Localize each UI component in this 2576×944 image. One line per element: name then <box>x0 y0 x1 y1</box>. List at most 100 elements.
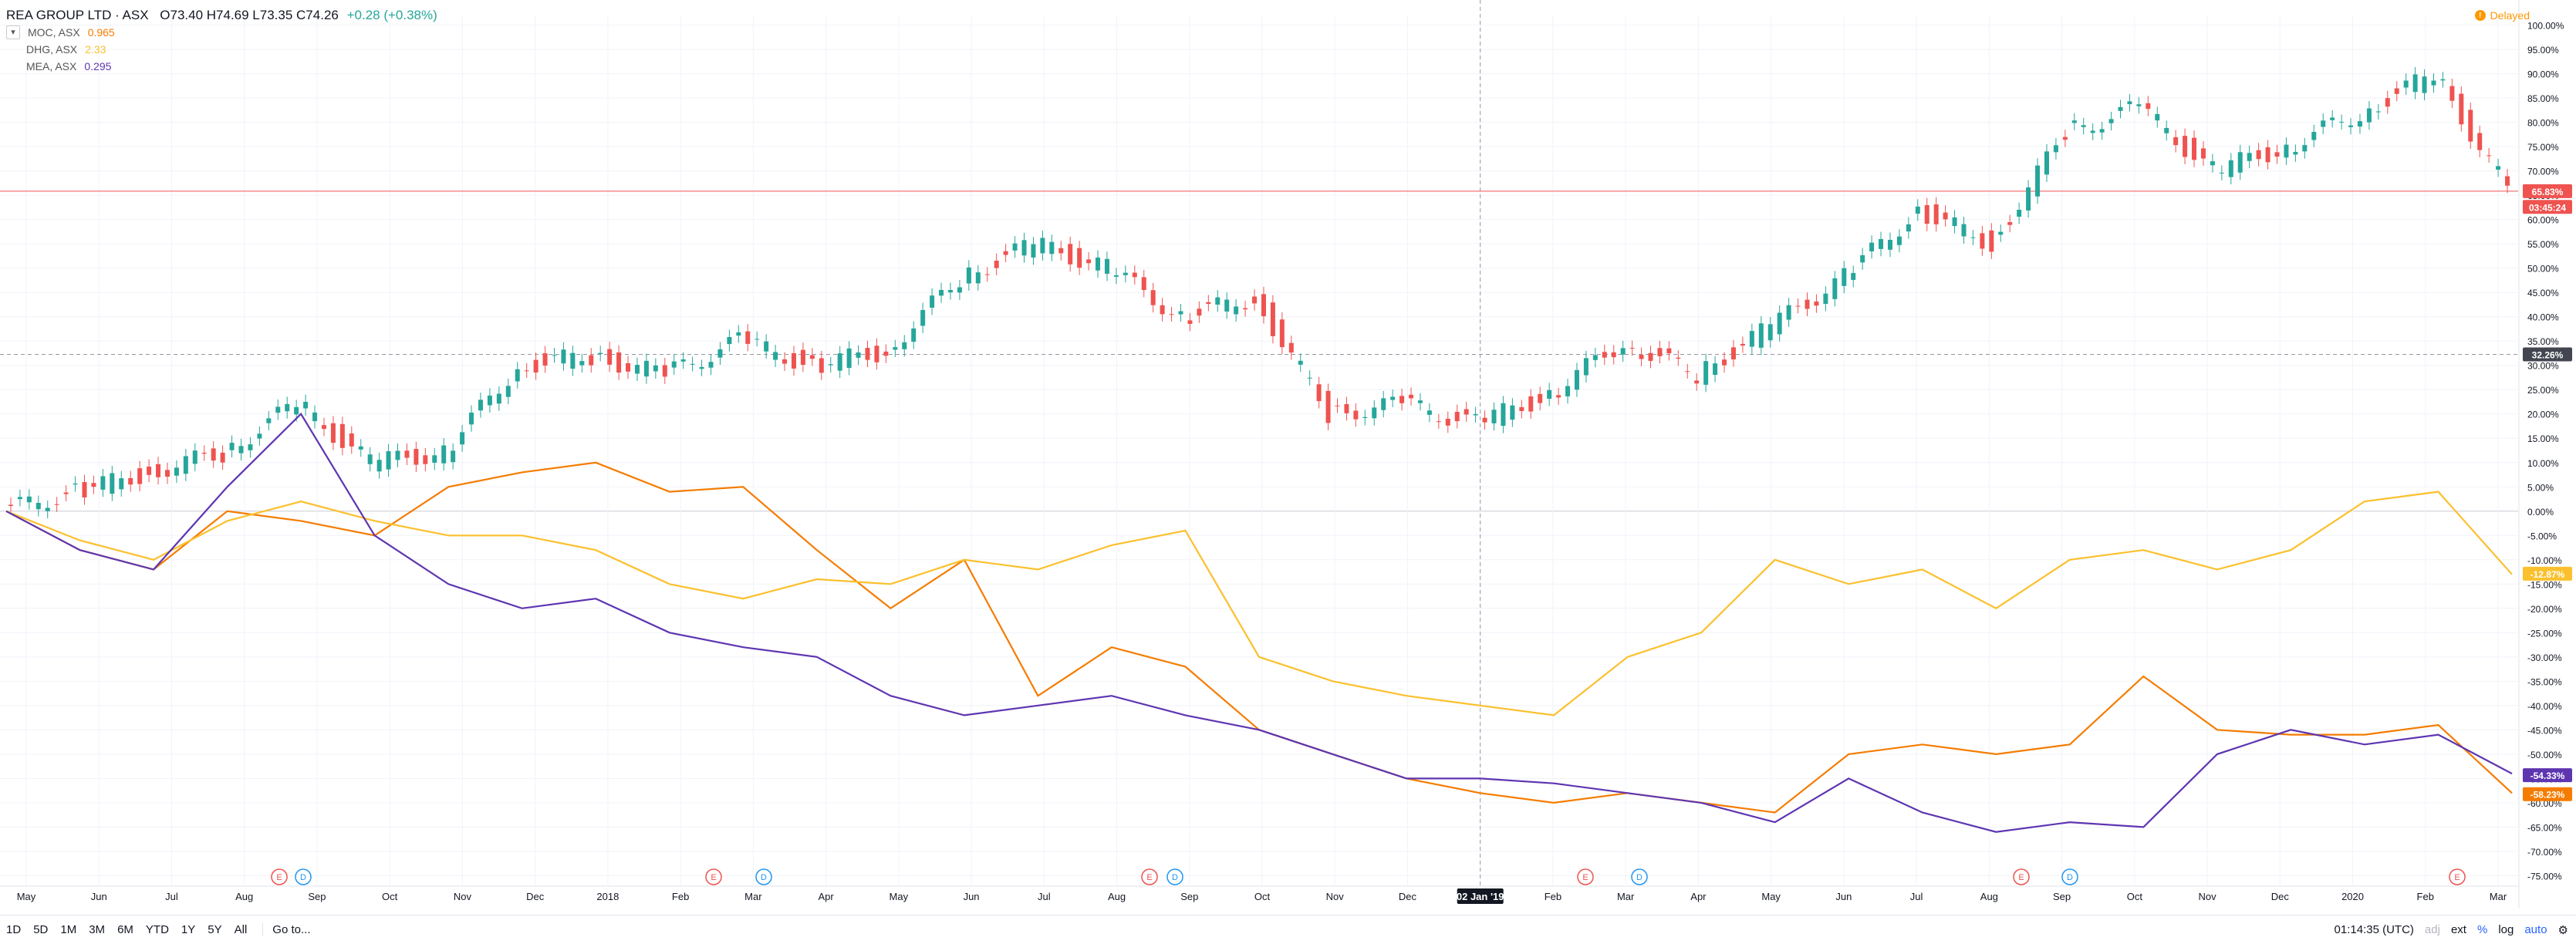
candle-body <box>1353 410 1359 420</box>
symbol-title[interactable]: REA GROUP LTD · ASX <box>6 8 149 22</box>
x-tick-label: Feb <box>2417 891 2434 902</box>
candle-body <box>2357 121 2362 127</box>
dividend-marker-icon[interactable] <box>1166 868 1183 885</box>
candle-body <box>524 370 529 372</box>
candle-body <box>809 355 815 359</box>
candle-body <box>2311 132 2317 140</box>
candle-body <box>920 310 926 326</box>
candle-body <box>1657 348 1663 356</box>
candle-body <box>837 353 842 371</box>
dividend-marker-icon[interactable] <box>1631 868 1648 885</box>
clock-time[interactable]: 01:14:35 (UTC) <box>2334 923 2414 936</box>
compare-row-moc[interactable]: ▾ MOC, ASX 0.965 <box>6 25 437 40</box>
candle-body <box>1547 389 1552 400</box>
delayed-label: Delayed <box>2490 9 2530 22</box>
candle-body <box>2053 145 2058 153</box>
candle-body <box>1629 348 1635 349</box>
main-symbol-legend: REA GROUP LTD · ASX O73.40 H74.69 L73.35… <box>6 8 437 23</box>
range-6m[interactable]: 6M <box>117 923 133 936</box>
range-5d[interactable]: 5D <box>33 923 49 936</box>
event-marker-label: E <box>2018 873 2024 882</box>
candle-body <box>1749 331 1754 347</box>
y-tick-label: -5.00% <box>2527 531 2557 541</box>
auto-toggle[interactable]: auto <box>2524 923 2547 936</box>
ext-toggle[interactable]: ext <box>2450 923 2466 936</box>
dividend-marker-icon[interactable] <box>755 868 772 885</box>
earnings-marker-icon[interactable] <box>2449 868 2466 885</box>
range-1m[interactable]: 1M <box>60 923 77 936</box>
candle-body <box>505 386 511 397</box>
candle-body <box>1933 204 1939 224</box>
candle-body <box>119 478 124 490</box>
delayed-indicator[interactable]: ! Delayed <box>2474 9 2530 22</box>
candle-body <box>846 348 852 368</box>
candle-body <box>2118 106 2123 111</box>
candle-body <box>1676 357 1681 359</box>
candle-body <box>2081 125 2086 127</box>
candle-body <box>1362 416 1368 418</box>
candle-body <box>939 289 944 296</box>
y-tick-label: 35.00% <box>2527 336 2559 347</box>
earnings-marker-icon[interactable] <box>2013 868 2030 885</box>
candle-body <box>1980 233 1985 249</box>
y-tick-label: 10.00% <box>2527 458 2559 469</box>
log-toggle[interactable]: log <box>2498 923 2514 936</box>
candle-body <box>2394 88 2399 94</box>
y-tick-label: 55.00% <box>2527 239 2559 250</box>
range-1d[interactable]: 1D <box>6 923 22 936</box>
y-tick-label: 15.00% <box>2527 433 2559 444</box>
y-tick-label: -45.00% <box>2527 725 2562 736</box>
earnings-marker-icon[interactable] <box>271 868 288 885</box>
compare-row-mea[interactable]: MEA, ASX 0.295 <box>6 59 437 74</box>
price-badge-label: -54.33% <box>2530 770 2565 781</box>
range-3m[interactable]: 3M <box>89 923 106 936</box>
candle-body <box>1215 297 1220 305</box>
range-1y[interactable]: 1Y <box>181 923 196 936</box>
event-marker-label: E <box>711 873 716 882</box>
candle-body <box>1049 241 1055 255</box>
earnings-marker-icon[interactable] <box>1141 868 1158 885</box>
candle-body <box>773 352 778 360</box>
percent-toggle[interactable]: % <box>2476 923 2488 936</box>
earnings-marker-icon[interactable] <box>705 868 722 885</box>
range-5y[interactable]: 5Y <box>208 923 222 936</box>
compare-row-dhg[interactable]: DHG, ASX 2.33 <box>6 42 437 57</box>
event-marker-label: E <box>1582 873 1588 882</box>
candle-body <box>1012 243 1018 251</box>
candle-body <box>266 418 272 423</box>
candle-body <box>515 369 520 382</box>
range-all[interactable]: All <box>234 923 248 936</box>
adj-toggle[interactable]: adj <box>2424 923 2440 936</box>
candle-body <box>2339 121 2345 123</box>
candle-body <box>2293 151 2298 155</box>
settings-gear-icon[interactable]: ⚙ <box>2557 923 2568 937</box>
candle-body <box>708 362 714 368</box>
y-tick-label: -35.00% <box>2527 676 2562 687</box>
candle-body <box>45 507 50 511</box>
candle-body <box>1096 257 1101 271</box>
compare-symbol: MEA, ASX <box>26 60 77 72</box>
chevron-down-icon[interactable]: ▾ <box>6 25 20 39</box>
candle-body <box>2403 80 2409 88</box>
candle-body <box>680 359 686 362</box>
candle-body <box>478 400 483 411</box>
candle-body <box>1113 275 1119 277</box>
candle-body <box>17 497 22 500</box>
candle-body <box>2090 130 2095 133</box>
candle-body <box>2044 151 2049 175</box>
candle-body <box>1860 255 1865 263</box>
candle-body <box>1795 305 1801 307</box>
range-ytd[interactable]: YTD <box>145 923 169 936</box>
compare-value: 2.33 <box>85 43 106 56</box>
dividend-marker-icon[interactable] <box>295 868 312 885</box>
crosshair-time-badge <box>1457 888 1504 904</box>
candle-body <box>1906 224 1911 232</box>
price-chart[interactable]: 100.00% 95.00% 90.00% 85.00% 80.00% 75.00% 70.… <box>0 0 2576 915</box>
earnings-marker-icon[interactable] <box>1577 868 1594 885</box>
dividend-marker-icon[interactable] <box>2061 868 2078 885</box>
candle-body <box>634 365 640 374</box>
candle-body <box>1648 352 1653 361</box>
candle-body <box>137 468 143 484</box>
goto-button[interactable]: Go to... <box>262 923 311 936</box>
